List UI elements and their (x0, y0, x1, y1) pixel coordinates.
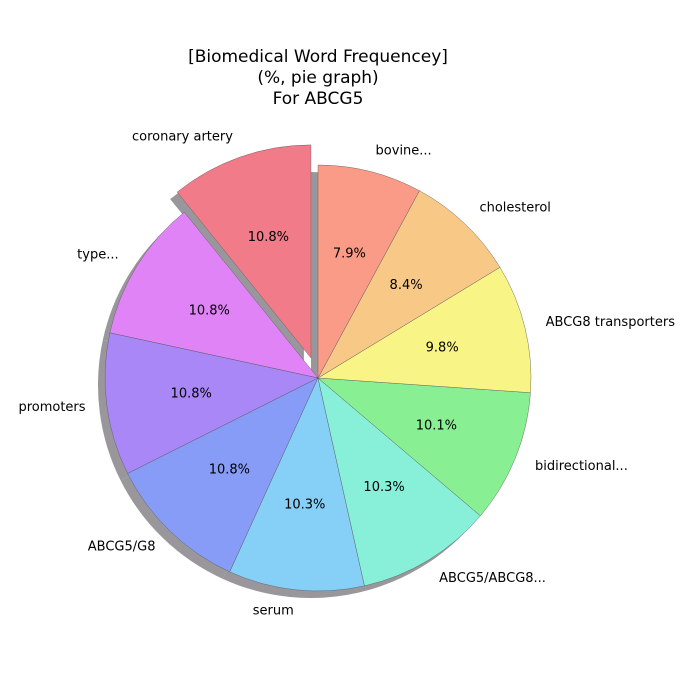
chart-title-line-1: [Biomedical Word Frequencey] (188, 47, 448, 67)
pie-slice-cholesterol (317, 190, 501, 379)
percent-label-serum: 10.3% (284, 498, 325, 513)
pie-slice-abcg5-g8 (127, 377, 319, 573)
pie-slice-serum (229, 377, 365, 592)
chart-title-line-2: (%, pie graph) (257, 68, 378, 88)
percent-label-bidirectional: 10.1% (416, 419, 457, 434)
slice-label-promoters: promoters (18, 400, 85, 415)
slice-label-abcg5-abcg8: ABCG5/ABCG8... (439, 571, 546, 586)
percent-label-abcg5-g8: 10.8% (209, 463, 250, 478)
percent-label-coronary-artery: 10.8% (248, 230, 289, 245)
chart-title: [Biomedical Word Frequencey] (%, pie gra… (188, 47, 448, 109)
pie-slice-abcg5-abcg8 (317, 377, 481, 587)
pie-slices (104, 144, 532, 592)
pie-slice-type (109, 211, 319, 379)
slice-label-abcg5-g8: ABCG5/G8 (88, 539, 156, 554)
slice-label-cholesterol: cholesterol (479, 201, 550, 216)
percent-label-cholesterol: 8.4% (390, 278, 423, 293)
pie-slice-abcg8-transporters (317, 267, 532, 393)
slice-label-abcg8-transporters: ABCG8 transporters (546, 315, 676, 330)
pie-slice-promoters (104, 332, 319, 474)
slice-label-type: type... (77, 247, 118, 262)
percent-label-abcg5-abcg8: 10.3% (363, 480, 404, 495)
pie-slice-bovine (317, 164, 420, 379)
slice-label-serum: serum (253, 604, 294, 619)
slice-label-bovine: bovine... (376, 143, 432, 158)
percent-labels: 10.8% 10.8% 10.8% 10.8% 10.3% 10.3% 10.1% 9.8% 8… (171, 230, 459, 513)
slice-labels: coronary artery type... promoters ABCG5/G8 s… (18, 129, 675, 618)
pie-slice-coronary-artery (176, 144, 312, 359)
percent-label-type: 10.8% (189, 303, 230, 318)
pie-slice-bidirectional (317, 377, 531, 517)
slice-label-bidirectional: bidirectional... (535, 459, 628, 474)
slice-label-coronary-artery: coronary artery (132, 129, 233, 144)
percent-label-promoters: 10.8% (171, 387, 212, 402)
percent-label-abcg8-transporters: 9.8% (426, 340, 459, 355)
percent-label-bovine: 7.9% (333, 247, 366, 262)
chart-title-line-3: For ABCG5 (273, 89, 364, 109)
